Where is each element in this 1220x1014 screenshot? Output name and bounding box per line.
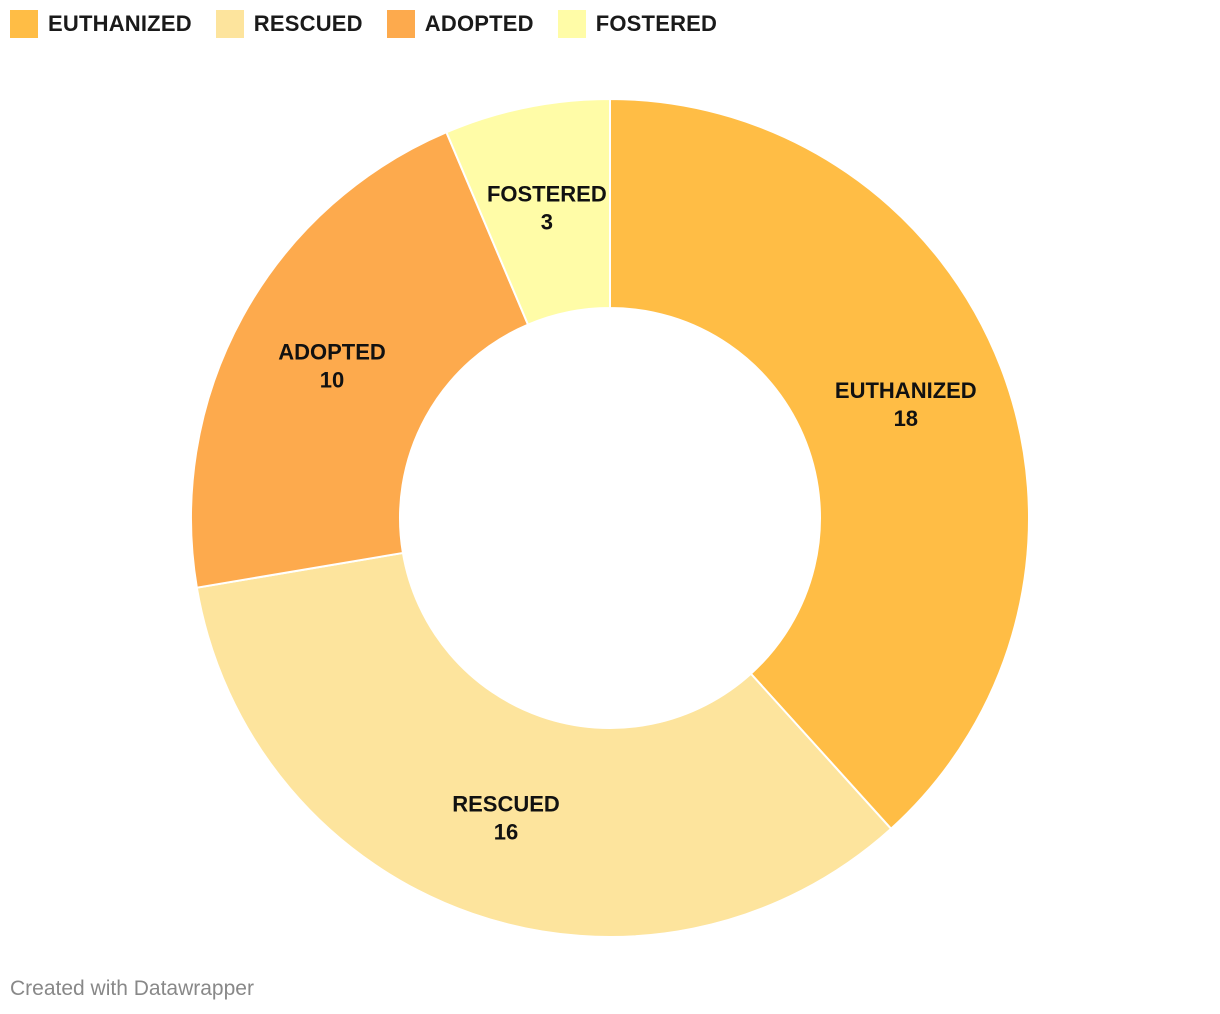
legend-label-adopted: ADOPTED <box>424 11 534 36</box>
legend-item-euthanized: EUTHANIZED <box>10 10 192 38</box>
slice-label-fostered: FOSTERED <box>487 181 607 206</box>
slice-rescued <box>195 551 893 938</box>
legend-item-fostered: FOSTERED <box>557 10 718 38</box>
chart-legend: EUTHANIZED RESCUED ADOPTED FOSTERED <box>10 9 741 39</box>
datawrapper-credit: Created with Datawrapper <box>10 977 254 1000</box>
legend-item-rescued: RESCUED <box>215 10 363 38</box>
legend-swatch-fostered <box>557 10 586 38</box>
legend-swatch-euthanized <box>10 10 38 38</box>
slice-adopted <box>190 130 530 589</box>
slice-value-euthanized: 18 <box>894 406 918 431</box>
legend-swatch-rescued <box>215 10 244 38</box>
slice-label-rescued: RESCUED <box>452 791 560 816</box>
legend-swatch-adopted <box>386 10 415 38</box>
slice-euthanized <box>609 97 1030 831</box>
legend-item-adopted: ADOPTED <box>386 10 534 38</box>
slice-value-rescued: 16 <box>494 819 518 844</box>
slice-value-adopted: 10 <box>320 368 344 393</box>
legend-label-fostered: FOSTERED <box>595 11 718 36</box>
slice-label-adopted: ADOPTED <box>278 340 386 365</box>
slice-fostered <box>445 97 611 326</box>
legend-label-rescued: RESCUED <box>253 11 363 36</box>
slice-label-euthanized: EUTHANIZED <box>835 378 977 403</box>
legend-label-euthanized: EUTHANIZED <box>48 11 192 36</box>
slice-value-fostered: 3 <box>541 209 553 234</box>
